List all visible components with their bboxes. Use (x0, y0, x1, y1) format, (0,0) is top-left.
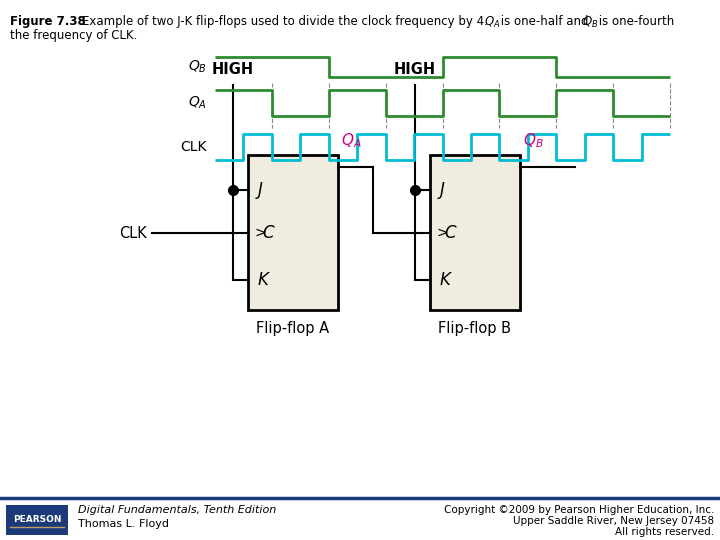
Text: K: K (440, 271, 451, 289)
Text: >: > (436, 226, 448, 240)
Text: $Q_A$: $Q_A$ (341, 131, 361, 150)
Text: $Q_B$: $Q_B$ (582, 15, 598, 30)
Text: Upper Saddle River, New Jersey 07458: Upper Saddle River, New Jersey 07458 (513, 516, 714, 526)
Text: >: > (254, 226, 266, 240)
Text: is one-fourth: is one-fourth (595, 15, 674, 28)
Text: CLK: CLK (120, 226, 147, 240)
Text: Flip-flop B: Flip-flop B (438, 321, 511, 335)
Bar (248, 155, 338, 310)
Text: All rights reserved.: All rights reserved. (615, 527, 714, 537)
Text: CLK: CLK (181, 140, 207, 154)
Text: J: J (440, 181, 445, 199)
Text: Flip-flop A: Flip-flop A (256, 321, 330, 335)
Text: Figure 7.38: Figure 7.38 (10, 15, 86, 28)
Text: K: K (258, 271, 269, 289)
Text: C: C (444, 224, 456, 242)
Text: $Q_B$: $Q_B$ (188, 59, 207, 75)
Text: is one-half and: is one-half and (497, 15, 593, 28)
Bar (6, 505, 68, 535)
Text: Example of two J-K flip-flops used to divide the clock frequency by 4.: Example of two J-K flip-flops used to di… (82, 15, 492, 28)
Bar (430, 155, 520, 310)
Text: HIGH: HIGH (394, 62, 436, 77)
Text: $Q_A$: $Q_A$ (484, 15, 500, 30)
Text: Copyright ©2009 by Pearson Higher Education, Inc.: Copyright ©2009 by Pearson Higher Educat… (444, 505, 714, 515)
Text: $Q_B$: $Q_B$ (523, 131, 544, 150)
Text: C: C (262, 224, 274, 242)
Text: the frequency of CLK.: the frequency of CLK. (10, 29, 138, 42)
Text: J: J (258, 181, 263, 199)
Text: Thomas L. Floyd: Thomas L. Floyd (78, 519, 169, 529)
Text: HIGH: HIGH (212, 62, 254, 77)
Text: $Q_A$: $Q_A$ (188, 95, 207, 111)
Text: Digital Fundamentals, Tenth Edition: Digital Fundamentals, Tenth Edition (78, 505, 276, 515)
Text: PEARSON: PEARSON (13, 516, 61, 524)
Bar (0, 498, 720, 540)
